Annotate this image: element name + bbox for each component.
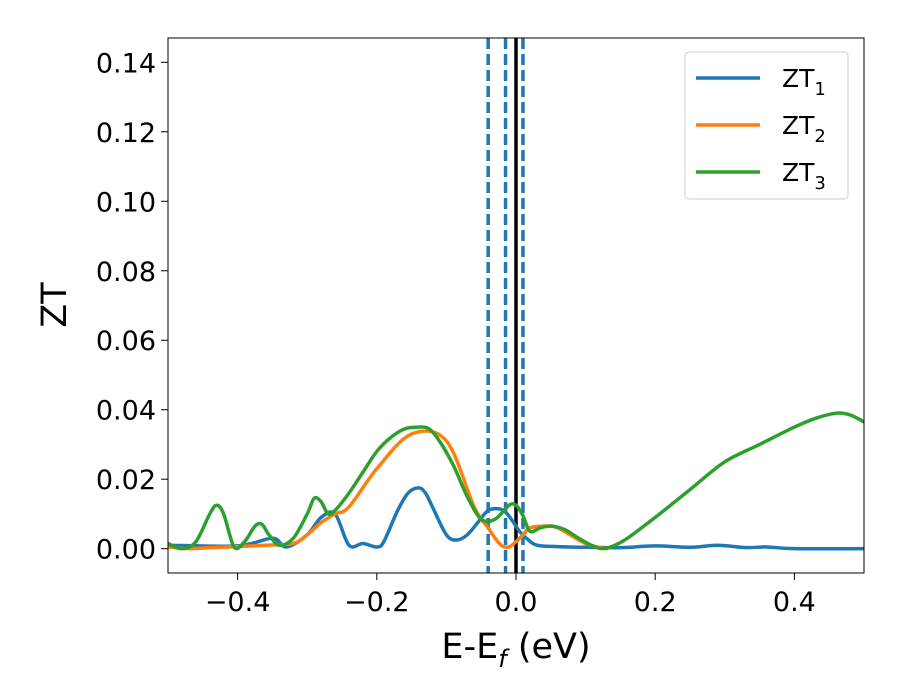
y-axis-ticks: 0.00 0.02 0.04 0.06 0.08 0.10 0.12 0.14 [96,48,168,566]
legend-label-zt3: ZT3 [782,158,826,194]
legend-label-zt1: ZT1 [782,64,826,100]
x-tick-label: 0.4 [773,587,816,618]
y-tick-label: 0.08 [96,257,156,288]
legend-frame [684,51,849,200]
y-tick-label: 0.02 [96,465,156,496]
y-tick-label: 0.10 [96,187,156,218]
y-axis-label: ZT [35,282,75,328]
x-axis-label: E-Ef (eV) [441,627,590,673]
x-tick-label: −0.4 [205,587,271,618]
series-line-zt3 [168,411,864,551]
y-tick-label: 0.00 [96,535,156,566]
series-lines [168,411,864,551]
reference-lines [486,38,525,573]
y-tick-label: 0.04 [96,396,156,427]
y-tick-label: 0.14 [96,48,156,79]
y-tick-label: 0.06 [96,326,156,357]
x-tick-label: 0.0 [495,587,538,618]
x-tick-label: −0.2 [344,587,410,618]
series-line-zt2 [168,429,609,551]
x-tick-label: 0.2 [634,587,677,618]
legend-label-zt2: ZT2 [782,111,826,147]
legend: ZT1 ZT2 ZT3 [684,51,849,200]
y-tick-label: 0.12 [96,118,156,149]
x-axis-ticks: −0.4 −0.2 0.0 0.2 0.4 [205,573,816,618]
